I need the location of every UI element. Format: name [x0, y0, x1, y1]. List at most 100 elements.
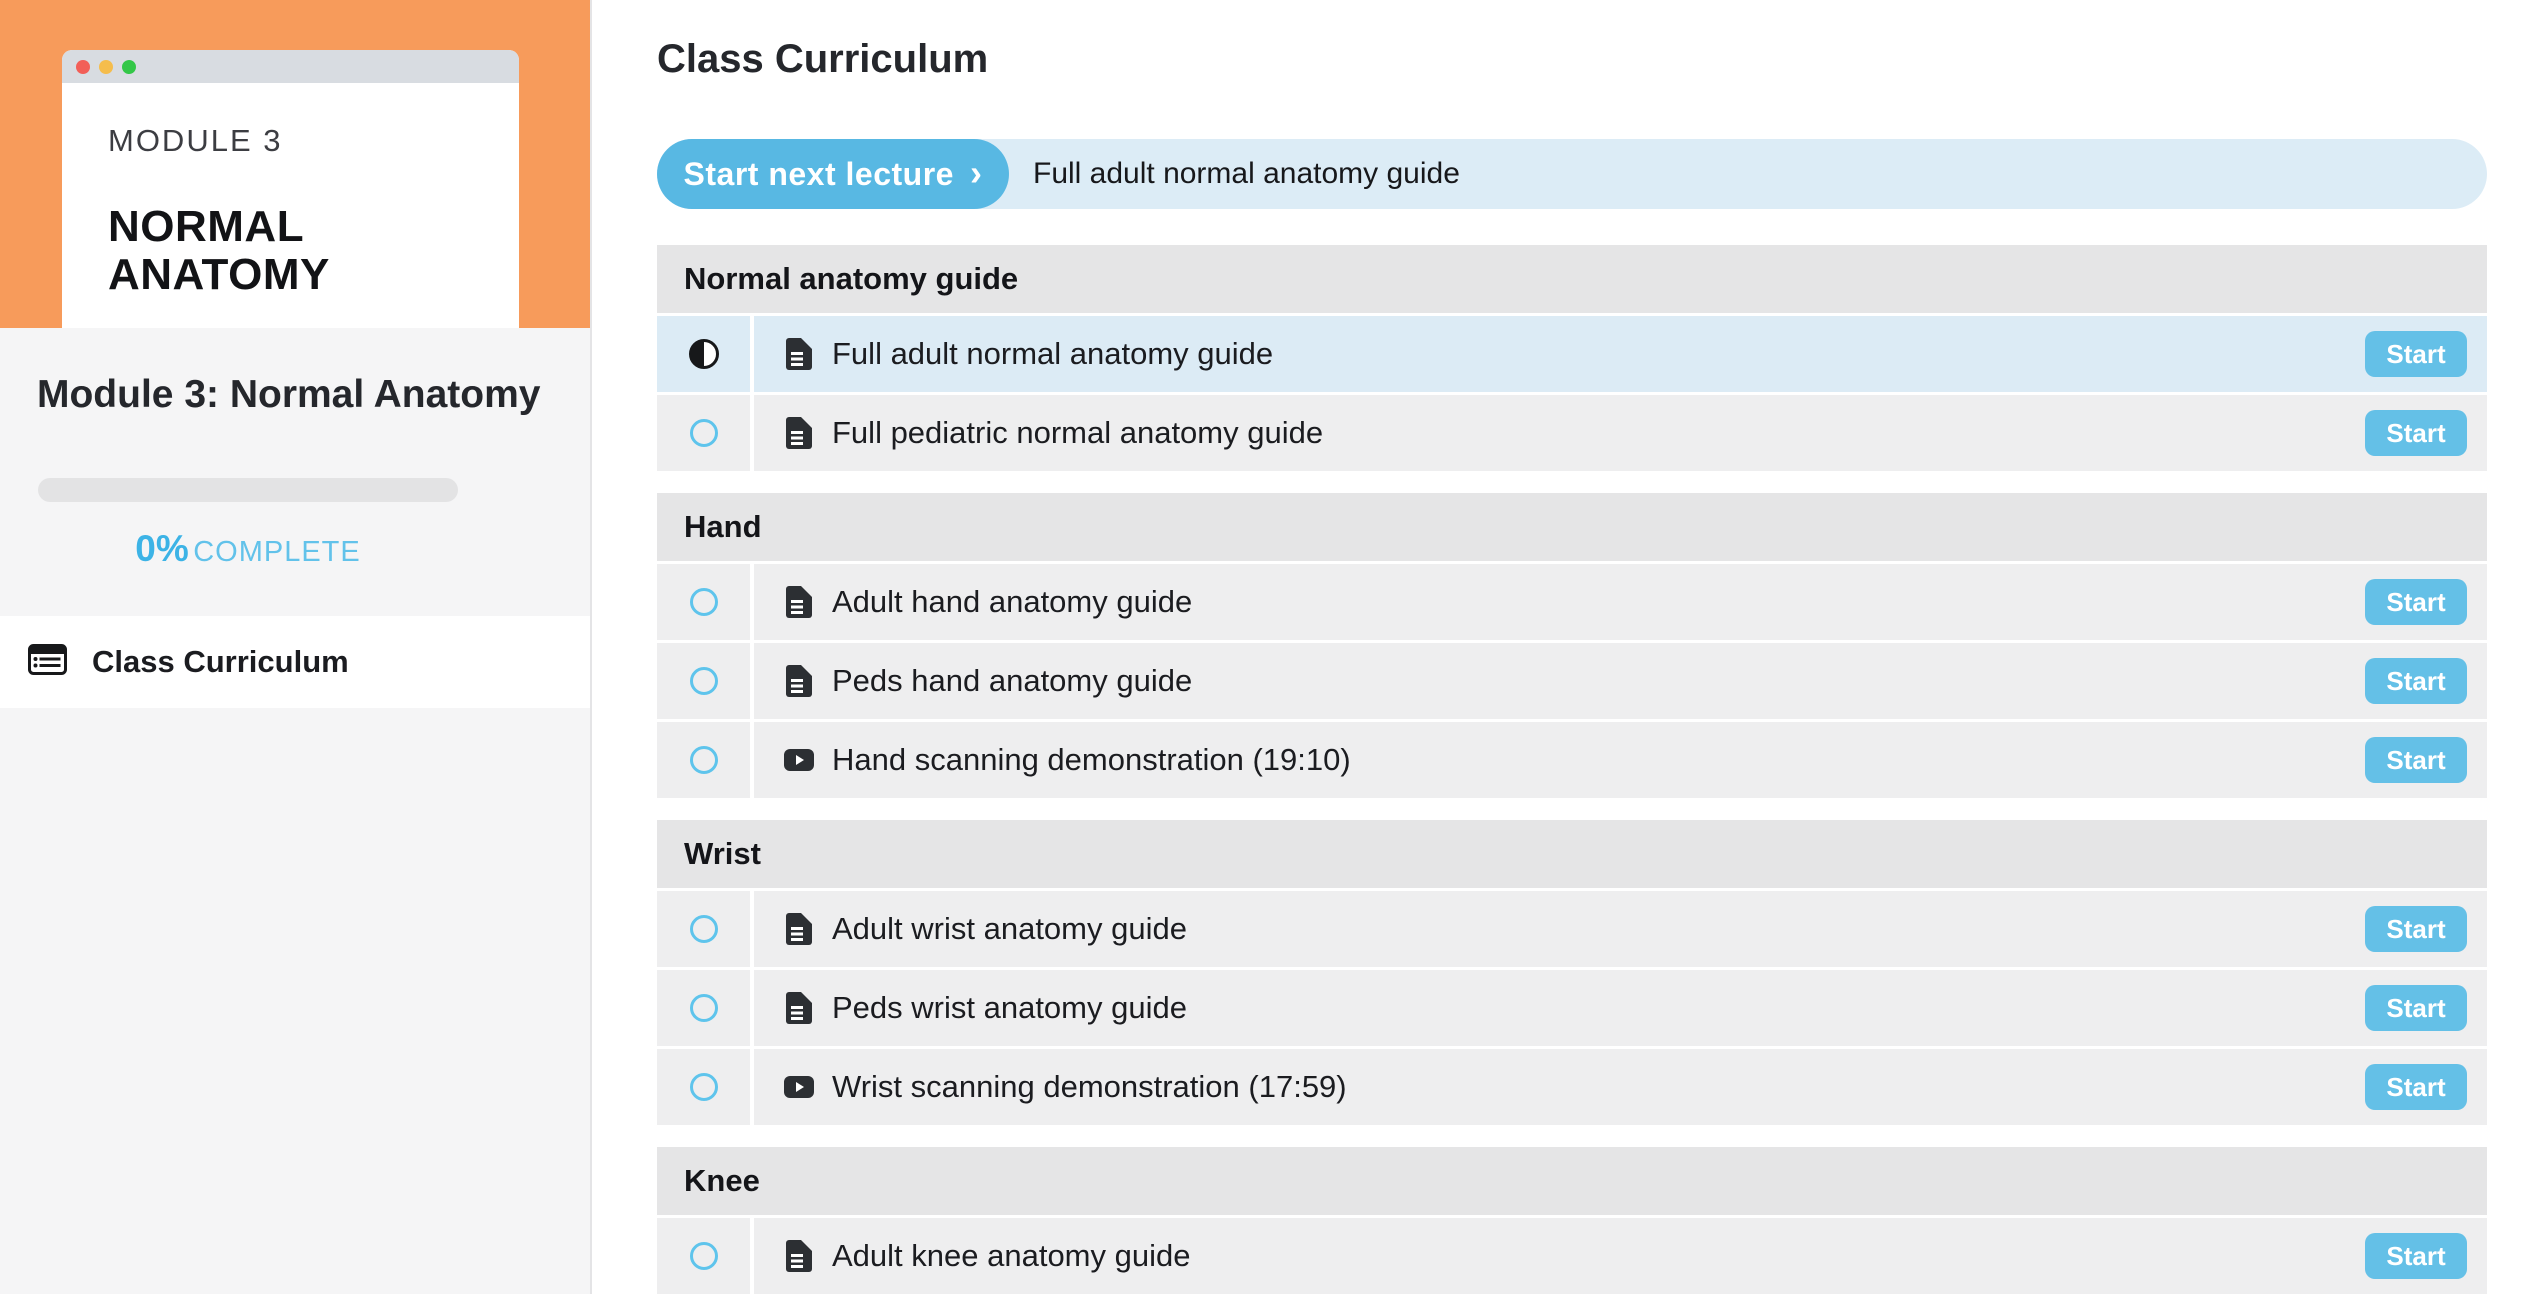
lecture-main-cell: Full adult normal anatomy guide Start [754, 316, 2487, 392]
lecture-main-cell: Adult hand anatomy guide Start [754, 564, 2487, 640]
section-title: Knee [684, 1163, 760, 1198]
next-lecture-banner: Start next lecture › Full adult normal a… [657, 139, 2487, 209]
lecture-title: Adult knee anatomy guide [832, 1238, 1191, 1273]
start-button[interactable]: Start [2365, 737, 2467, 783]
lecture-main-cell: Full pediatric normal anatomy guide Star… [754, 395, 2487, 471]
section-rows: Adult knee anatomy guide Start [657, 1218, 2487, 1294]
lecture-main-cell: Peds hand anatomy guide Start [754, 643, 2487, 719]
document-icon [784, 913, 814, 945]
lecture-row[interactable]: Adult wrist anatomy guide Start [657, 891, 2487, 967]
module-cover-title-line1: NORMAL [108, 202, 305, 251]
browser-titlebar [62, 50, 519, 83]
lecture-status-cell[interactable] [657, 1218, 754, 1294]
curriculum-section: Hand Adult hand anatomy guide Start [657, 493, 2487, 798]
lecture-row[interactable]: Peds hand anatomy guide Start [657, 643, 2487, 719]
lecture-row[interactable]: Hand scanning demonstration (19:10) Star… [657, 722, 2487, 798]
lecture-row[interactable]: Adult hand anatomy guide Start [657, 564, 2487, 640]
lecture-title: Hand scanning demonstration (19:10) [832, 742, 1351, 777]
lecture-title: Peds wrist anatomy guide [832, 990, 1187, 1025]
curriculum-section: Wrist Adult wrist anatomy guide Start [657, 820, 2487, 1125]
lecture-row[interactable]: Full adult normal anatomy guide Start [657, 316, 2487, 392]
lecture-status-cell[interactable] [657, 395, 754, 471]
page-title: Class Curriculum [657, 37, 989, 81]
start-button[interactable]: Start [2365, 331, 2467, 377]
start-button[interactable]: Start [2365, 906, 2467, 952]
start-next-lecture-button[interactable]: Start next lecture › [657, 139, 1009, 209]
lecture-title: Full pediatric normal anatomy guide [832, 415, 1324, 450]
next-lecture-title: Full adult normal anatomy guide [1033, 157, 1460, 190]
lecture-row[interactable]: Wrist scanning demonstration (17:59) Sta… [657, 1049, 2487, 1125]
sidebar-item-class-curriculum[interactable]: Class Curriculum [0, 616, 590, 708]
section-title: Hand [684, 509, 762, 544]
window-close-dot-icon [76, 59, 90, 74]
sidebar-filler [0, 708, 590, 1294]
start-button[interactable]: Start [2365, 410, 2467, 456]
module-cover-body: MODULE 3 NORMAL ANATOMY [62, 83, 519, 299]
start-next-lecture-label: Start next lecture [683, 155, 954, 192]
curriculum-section: Normal anatomy guide Full adult normal a… [657, 245, 2487, 471]
lecture-title: Wrist scanning demonstration (17:59) [832, 1069, 1347, 1104]
sidebar-item-label: Class Curriculum [92, 644, 349, 679]
curriculum-sections: Normal anatomy guide Full adult normal a… [657, 245, 2487, 1294]
progress-percent: 0% [135, 528, 189, 569]
lecture-title: Peds hand anatomy guide [832, 663, 1193, 698]
not-started-circle-icon [689, 1242, 718, 1270]
section-rows: Adult hand anatomy guide Start Peds hand… [657, 564, 2487, 798]
lecture-status-cell[interactable] [657, 316, 754, 392]
start-button[interactable]: Start [2365, 579, 2467, 625]
lecture-status-cell[interactable] [657, 1049, 754, 1125]
curriculum-section: Knee Adult knee anatomy guide Start [657, 1147, 2487, 1294]
section-title: Wrist [684, 836, 761, 871]
not-started-circle-icon [689, 746, 718, 774]
module-cover-title: NORMAL ANATOMY [108, 203, 519, 299]
section-header: Normal anatomy guide [657, 245, 2487, 313]
lecture-row[interactable]: Peds wrist anatomy guide Start [657, 970, 2487, 1046]
document-icon [784, 417, 814, 449]
start-button[interactable]: Start [2365, 658, 2467, 704]
module-number-label: MODULE 3 [108, 123, 283, 158]
window-zoom-dot-icon [122, 59, 136, 74]
section-title: Normal anatomy guide [684, 261, 1019, 296]
document-icon [784, 1240, 814, 1272]
not-started-circle-icon [689, 588, 718, 616]
document-icon [784, 338, 814, 370]
window-minimize-dot-icon [99, 59, 113, 74]
section-rows: Full adult normal anatomy guide Start Fu… [657, 316, 2487, 471]
module-cover-card: MODULE 3 NORMAL ANATOMY [62, 50, 519, 328]
not-started-circle-icon [689, 915, 718, 943]
section-header: Hand [657, 493, 2487, 561]
not-started-circle-icon [689, 1073, 718, 1101]
lecture-main-cell: Adult wrist anatomy guide Start [754, 891, 2487, 967]
start-button[interactable]: Start [2365, 1064, 2467, 1110]
lecture-row[interactable]: Adult knee anatomy guide Start [657, 1218, 2487, 1294]
progress-complete-label: COMPLETE [193, 536, 361, 568]
lecture-status-cell[interactable] [657, 891, 754, 967]
course-sidebar: MODULE 3 NORMAL ANATOMY Module 3: Normal… [0, 0, 592, 1294]
lecture-status-cell[interactable] [657, 564, 754, 640]
section-header: Wrist [657, 820, 2487, 888]
document-icon [784, 665, 814, 697]
not-started-circle-icon [689, 419, 718, 447]
module-cover-title-line2: ANATOMY [108, 250, 330, 299]
lecture-title: Full adult normal anatomy guide [832, 336, 1274, 371]
lecture-row[interactable]: Full pediatric normal anatomy guide Star… [657, 395, 2487, 471]
lecture-main-cell: Adult knee anatomy guide Start [754, 1218, 2487, 1294]
lecture-status-cell[interactable] [657, 643, 754, 719]
lecture-status-cell[interactable] [657, 970, 754, 1046]
in-progress-circle-icon [688, 339, 719, 369]
document-icon [784, 992, 814, 1024]
progress-bar [38, 478, 458, 502]
video-icon [784, 749, 814, 771]
video-icon [784, 1076, 814, 1098]
lecture-status-cell[interactable] [657, 722, 754, 798]
module-title: Module 3: Normal Anatomy [37, 373, 541, 416]
lecture-main-cell: Wrist scanning demonstration (17:59) Sta… [754, 1049, 2487, 1125]
start-button[interactable]: Start [2365, 985, 2467, 1031]
section-rows: Adult wrist anatomy guide Start Peds wri… [657, 891, 2487, 1125]
start-button[interactable]: Start [2365, 1233, 2467, 1279]
not-started-circle-icon [689, 994, 718, 1022]
lecture-main-cell: Hand scanning demonstration (19:10) Star… [754, 722, 2487, 798]
curriculum-main: Class Curriculum Start next lecture › Fu… [592, 0, 2546, 1294]
not-started-circle-icon [689, 667, 718, 695]
